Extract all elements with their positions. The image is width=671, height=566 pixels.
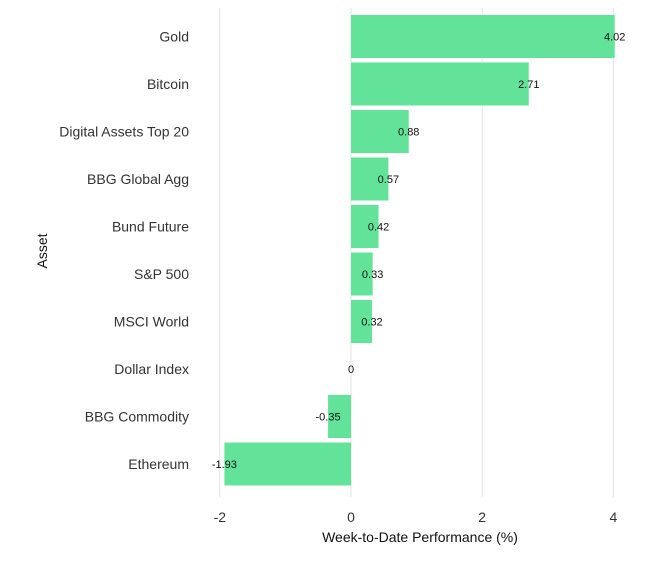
value-label-digital-assets-top-20: 0.88 [398, 127, 419, 139]
value-labels: 4.02 2.71 0.88 0.57 0.42 0.33 0.32 0 -0.35 -1.93 [212, 32, 626, 472]
value-label-bund-future: 0.42 [368, 222, 389, 234]
value-label-dollar-index: 0 [348, 364, 354, 376]
bar-bund-future [351, 205, 379, 248]
bars [224, 15, 615, 486]
category-label-bbg-global-agg: BBG Global Agg [87, 171, 189, 187]
bar-ethereum [224, 442, 351, 486]
category-label-gold: Gold [159, 29, 189, 45]
x-tick-label: 0 [347, 509, 355, 525]
bar-digital-assets-top-20 [351, 110, 409, 153]
category-label-bund-future: Bund Future [112, 219, 189, 235]
bar-msci-world [351, 300, 372, 343]
x-axis-title: Week-to-Date Performance (%) [322, 529, 518, 545]
y-axis-title: Asset [34, 233, 50, 268]
bar-bbg-commodity [328, 395, 351, 438]
value-label-bbg-commodity: -0.35 [316, 412, 341, 424]
category-label-msci-world: MSCI World [114, 314, 189, 330]
value-label-s-p-500: 0.33 [362, 269, 383, 281]
x-tick-labels: -2 0 2 4 [214, 509, 618, 525]
value-label-bbg-global-agg: 0.57 [378, 174, 399, 186]
category-label-ethereum: Ethereum [128, 456, 189, 472]
category-label-dollar-index: Dollar Index [114, 361, 189, 377]
x-tick-label: 4 [610, 509, 618, 525]
bar-bitcoin [351, 62, 529, 106]
category-label-s-p-500: S&P 500 [134, 266, 189, 282]
value-label-ethereum: -1.93 [212, 459, 237, 471]
category-label-digital-assets-top-20: Digital Assets Top 20 [59, 124, 189, 140]
category-label-bbg-commodity: BBG Commodity [85, 409, 189, 425]
x-tick-label: -2 [214, 509, 227, 525]
bar-bbg-global-agg [351, 157, 389, 201]
category-label-bitcoin: Bitcoin [147, 76, 189, 92]
x-tick-label: 2 [478, 509, 486, 525]
value-label-gold: 4.02 [604, 32, 625, 44]
bar-s-p-500 [351, 252, 373, 296]
category-labels: Gold Bitcoin Digital Assets Top 20 BBG Glob… [59, 29, 189, 473]
bar-gold [351, 15, 615, 58]
value-label-bitcoin: 2.71 [518, 79, 539, 91]
value-label-msci-world: 0.32 [361, 317, 382, 329]
